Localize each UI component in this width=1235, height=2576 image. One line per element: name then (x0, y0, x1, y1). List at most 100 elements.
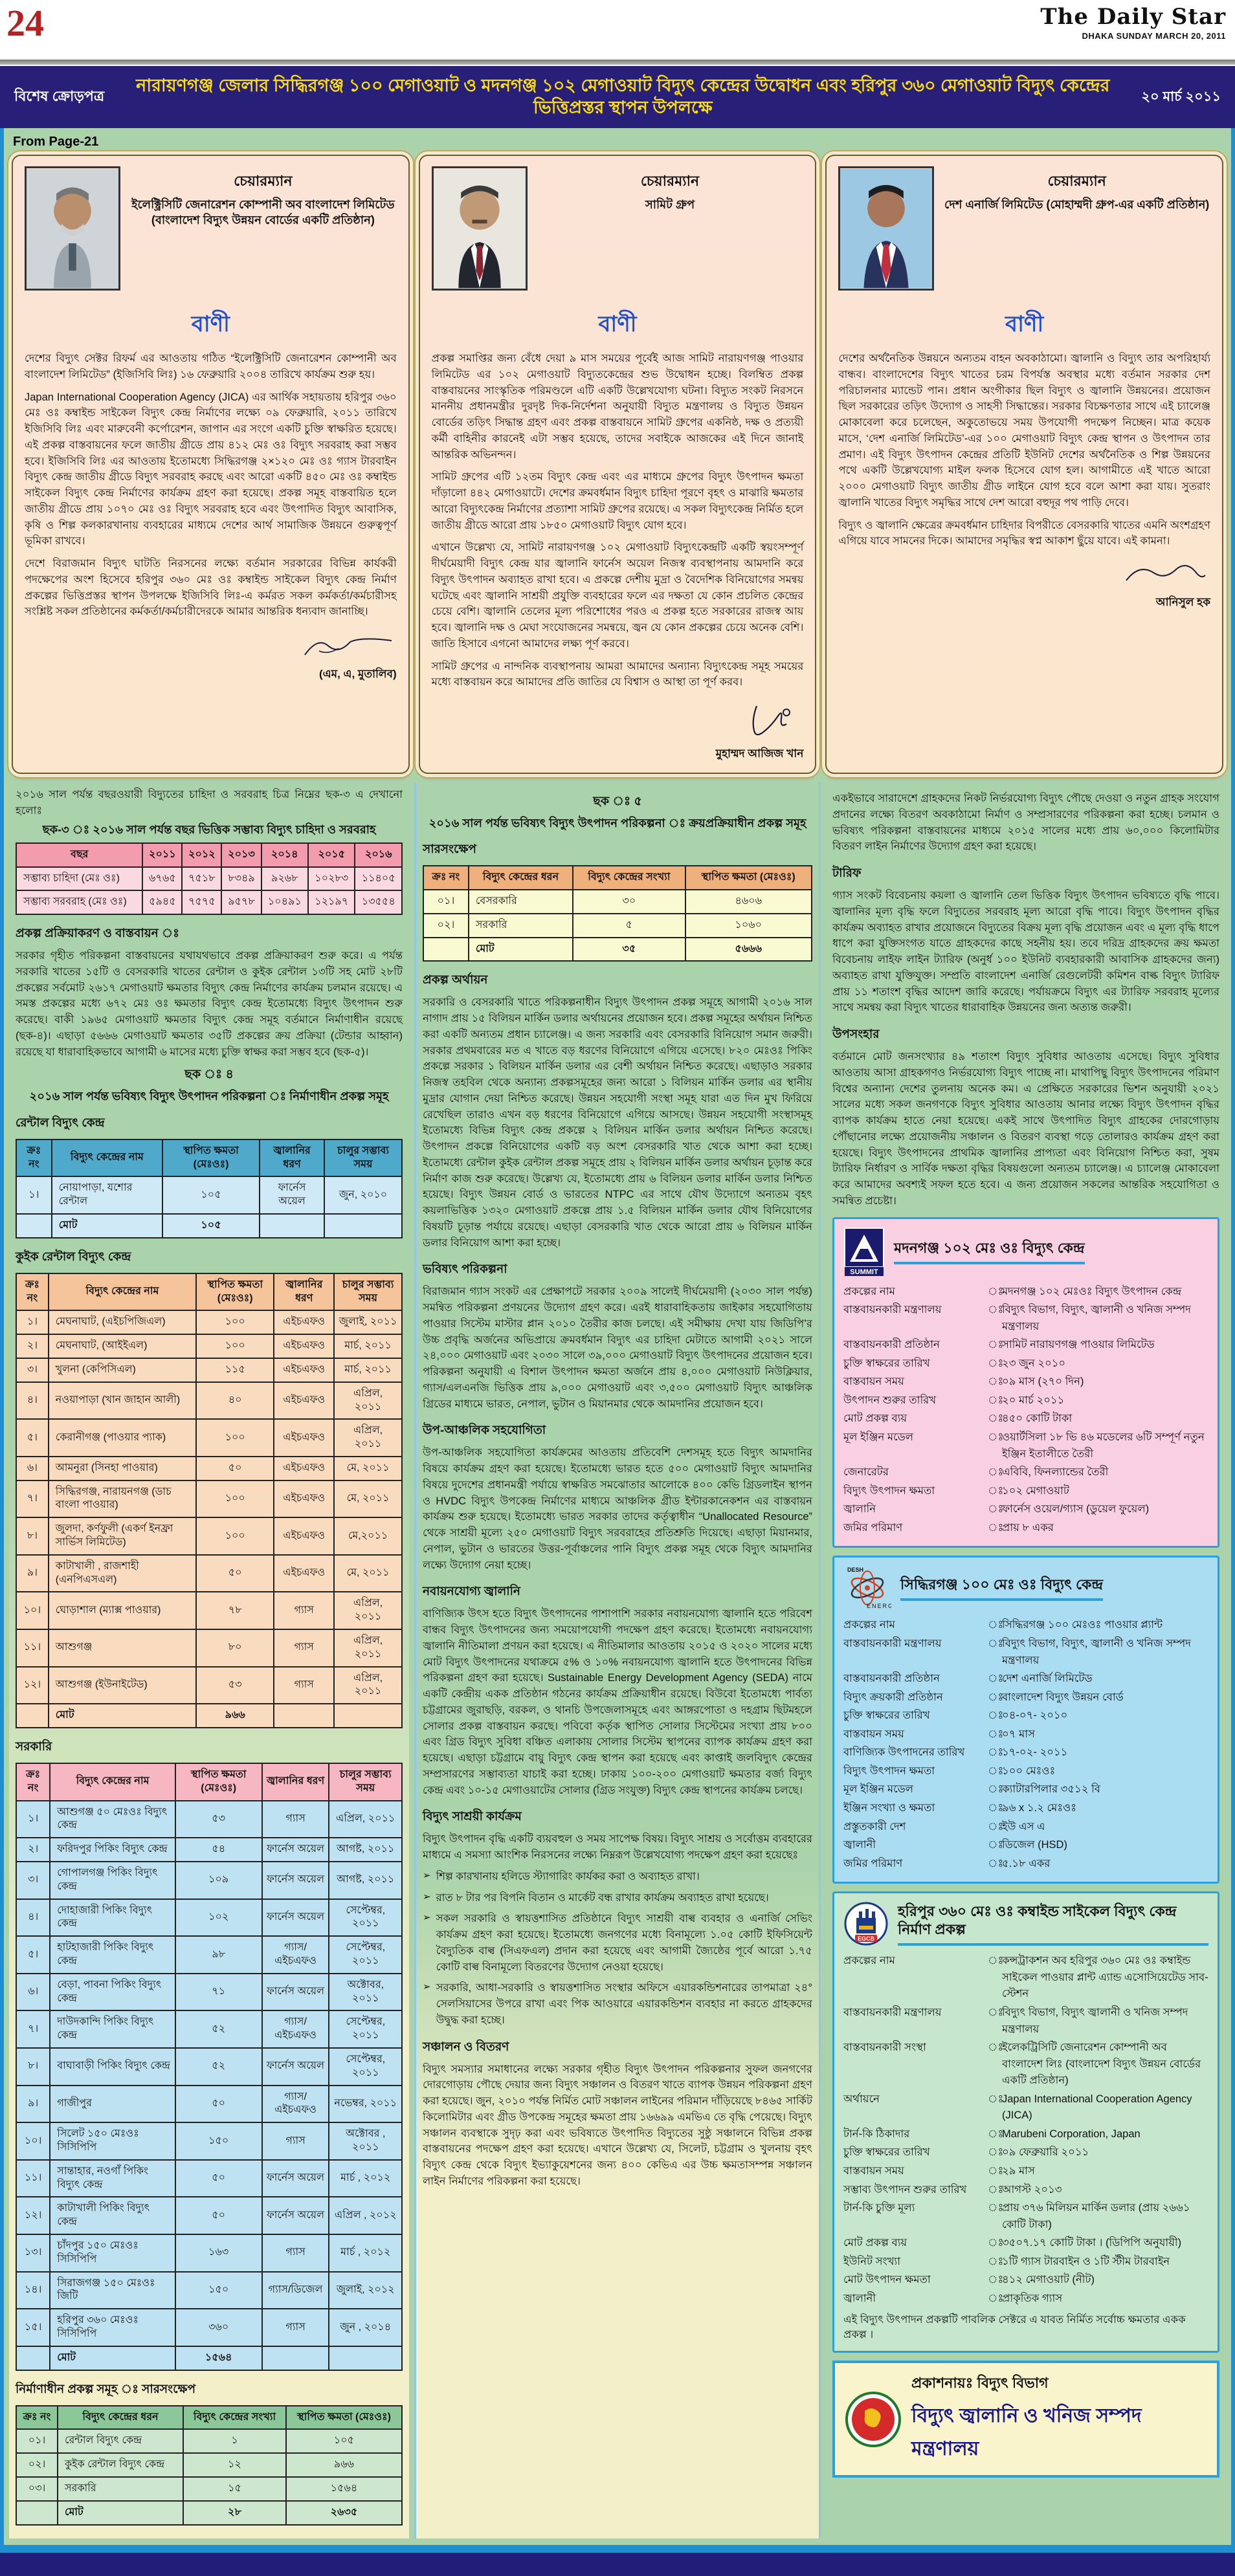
table-cell: ৩। (15, 1861, 51, 1900)
separator: ঃ (988, 1521, 1004, 1534)
publisher-line-1: প্রকাশনায়ঃ বিদ্যুৎ বিভাগ (911, 2375, 1049, 2392)
table-cell: ০২। (423, 912, 469, 938)
column-header: ২০১১ (142, 842, 183, 868)
bullet-item: ➢ সরকারি, আধা-সরকারি ও স্বায়ত্তশাসিত সংস… (423, 1980, 812, 2028)
detail-value: বিদ্যুৎ বিভাগ, বিদ্যুৎ, জ্বালানী ও খনিজ … (1002, 1637, 1191, 1666)
detail-row: জমির পরিমাণঃ ৫.১৮ একর (843, 1856, 1208, 1873)
demand-supply-table: বছর ২০১১ ২০১২ ২০১৩ ২০১৪ ২০১৫ ২০১৬ সম্ভাব্য চাহি… (15, 842, 403, 916)
bullet-marker-icon: ➢ (423, 1869, 431, 1881)
table-row: ৭। দাউদকান্দি পিকিং বিদ্যুৎ কেন্দ্র ৫২ গ্যা… (15, 2010, 403, 2049)
table-cell: মে, ২০১১ (333, 1455, 403, 1481)
siddhirganj-details: প্রকল্পের নামঃ সিদ্ধিরগঞ্জ ১০০ মেঃওঃ পাওয… (843, 1617, 1208, 1872)
section-heading: উপসংহার (832, 1027, 880, 1040)
table-cell: গ্যাস (273, 1629, 335, 1668)
table-cell: ৫৩ (195, 1666, 275, 1705)
paragraph: বিদ্যুৎ সমস্যার সমাধানের লক্ষ্যে সরকার গ… (423, 2063, 812, 2187)
detail-row: ইউনিট সংখ্যাঃ ১টি গ্যাস টারবাইন ও ১টি স্ট… (843, 2254, 1208, 2271)
detail-label: জ্বালানী (843, 1839, 876, 1851)
process-heading: প্রকল্প প্রক্রিয়াকরণ ও বাস্তবায়ন ঃ (16, 926, 180, 940)
detail-row: বাস্তবায়ন সময়ঃ ২৯ মাস (843, 2163, 1208, 2180)
detail-value: ডিজেল (HSD) (1002, 1839, 1067, 1851)
table-cell: মেঘনাঘাট, (আইইএল) (47, 1334, 197, 1359)
table-cell: ৫২ (174, 2010, 263, 2049)
detail-row: প্রকল্পের নামঃ মদনগঞ্জ ১০২ মেঃওঃ বিদ্যুৎ … (843, 1284, 1208, 1301)
table-header-row: বছর ২০১১ ২০১২ ২০১৩ ২০১৪ ২০১৫ ২০১৬ (15, 842, 403, 868)
table-row: ৯। কাটাখালী , রাজশাহী (এনপিএসএল) ৫০ এইচএফও ম… (16, 1554, 403, 1593)
paragraph: উপ-আঞ্চলিক সহযোগিতা কার্যক্রমের আওতায় প… (423, 1447, 812, 1571)
bani-heading: বাণী (191, 312, 230, 336)
table-cell: ৯। (16, 1554, 49, 1593)
table-cell: বাঘাবাড়ী পিকিং বিদ্যুৎ কেন্দ্র (49, 2047, 176, 2086)
table-cell (16, 1213, 52, 1238)
table-row: মোট ৯৬৬ (16, 1703, 403, 1729)
table-cell (324, 1213, 403, 1238)
message-box-desh: চেয়ারম্যান দেশ এনার্জি লিমিটেড (মোহাম্ম… (825, 155, 1224, 774)
table-row: ১৫। হরিপুর ৩৬০ মেঃওঃ সিসিপিপি ৩৬০ গ্যাস জুন … (15, 2308, 403, 2347)
table-cell (261, 2345, 330, 2371)
table-cell: ৫২ (174, 2047, 263, 2086)
table-cell: গ্যাস (261, 1800, 330, 1839)
column-header: চালুর সম্ভাব্য সময় (328, 1763, 403, 1801)
table-cell: গ্যাস/এইচএফও (261, 1935, 330, 1974)
table-cell: ৫৪ (174, 1837, 263, 1863)
rental-table: ক্রঃ নং বিদ্যুৎ কেন্দ্রের নাম স্থাপিত ক্ষম… (16, 1138, 403, 1238)
detail-value: Japan International Cooperation Agency (… (1002, 2093, 1192, 2122)
separator: ঃ (988, 2292, 1004, 2304)
banner-date: ২০ মার্চ ২০১১ (1141, 89, 1221, 104)
table-cell: জুন, ২০১০ (324, 1176, 403, 1215)
table-row: ৪। নওয়াপাড়া (খান জাহান আলী) ৪০ এইচএফও এপ্র… (16, 1381, 403, 1420)
detail-value: ১০০ মেঃওঃ (1002, 1765, 1056, 1777)
table-cell: মার্চ, ২০১১ (333, 1334, 403, 1359)
detail-row: টার্ন-কি ঠিকাদারঃ Marubeni Corporation, J… (843, 2126, 1208, 2143)
separator: ঃ (988, 1691, 1004, 1703)
table-cell: হাটহাজারী পিকিং বিদ্যুৎ কেন্দ্র (49, 1935, 176, 1974)
table-cell: মোট (49, 2345, 176, 2371)
detail-label: বাস্তবায়নকারী সংস্থা (843, 2042, 926, 2054)
column-header: স্থাপিত ক্ষমতা (মেঃওঃ) (174, 1763, 263, 1801)
separator: ঃ (988, 2202, 1004, 2214)
detail-row: টার্ন-কি চুক্তি মূল্যঃ প্রায় ৩৭৬ মিলিয়ন… (843, 2200, 1208, 2233)
table-cell (15, 2345, 51, 2371)
madanganj-details: প্রকল্পের নামঃ মদনগঞ্জ ১০২ মেঃওঃ বিদ্যুৎ … (843, 1284, 1208, 1537)
table-cell: ফার্নেস অয়েল (261, 1898, 330, 1937)
table-cell: ৫৬৬৬ (684, 936, 813, 962)
separator: ঃ (988, 1746, 1004, 1759)
separator: ঃ (988, 1484, 1004, 1497)
table-row: ১। আশুগঞ্জ ৫০ মেঃওঃ বিদ্যুৎ কেন্দ্র ৫৩ গ্যা… (15, 1800, 403, 1839)
table-cell: ১৪। (15, 2271, 51, 2310)
table-cell: ২৮ (182, 2500, 287, 2526)
table-row: ৩। গোপালগঞ্জ পিকিং বিদ্যুৎ কেন্দ্র ১০৯ ফার্… (15, 1861, 403, 1900)
table-cell: ১৫৬৪ (174, 2345, 263, 2371)
detail-row: অর্থায়নেঃ Japan International Cooperatio… (843, 2091, 1208, 2124)
paragraph: দেশের অর্থনৈতিক উন্নয়নে অন্যতম বাহন অবক… (838, 353, 1211, 509)
bullet-text: সকল সরকারি ও স্বায়ত্তশাসিত প্রতিষ্ঠানে … (436, 1913, 812, 1973)
column-header: ২০১৪ (260, 842, 309, 868)
table-cell: গ্যাস/এইচএফও (261, 2010, 330, 2049)
column-header: বিদ্যুৎ কেন্দ্রের নাম (50, 1138, 164, 1178)
right-sections: টারিফ গ্যাস সংকট বিবেচনায় কয়লা ও জ্বালা… (832, 864, 1219, 1209)
bullet-marker-icon: ➢ (423, 1912, 431, 1924)
table-cell: ১০৫ (162, 1213, 260, 1238)
signature-name: মুহাম্মদ আজিজ খান (715, 747, 804, 760)
detail-value: ২৯ মাস (1002, 2165, 1035, 2177)
procurement-summary-table: ক্রঃ নং বিদ্যুৎ কেন্দ্রের ধরন বিদ্যুৎ কেন্… (423, 865, 813, 962)
bullet-text: রাত ৮ টার পর বিপনি বিতান ও মার্কেট বন্ধ … (436, 1891, 769, 1904)
message-head: চেয়ারম্যান দেশ এনার্জি লিমিটেড (মোহাম্ম… (838, 166, 1210, 291)
table-cell: হরিপুর ৩৬০ মেঃওঃ সিসিপিপি (49, 2308, 176, 2347)
separator: ঃ (988, 1431, 1004, 1443)
table-cell: মেঘনাঘাট, (এইচপিজিএল) (47, 1310, 197, 1336)
table-row: ৫। কেরানীগঞ্জ (পাওয়ার প্যাক) ১০০ এইচএফও এপ্… (16, 1418, 403, 1457)
chart3-title: ছক-৩ ঃ ২০১৬ সাল পর্যন্ত বছর ভিত্তিক সম্ভ… (42, 822, 376, 836)
bullet-item: ➢ রাত ৮ টার পর বিপনি বিতান ও মার্কেট বন্ধ… (423, 1890, 812, 1906)
detail-row: প্রকল্পের নামঃ সিদ্ধিরগঞ্জ ১০০ মেঃওঃ পাওয… (843, 1617, 1208, 1634)
table-row: ৮। জুলদা, কর্ণফুলী (একর্ণ ইনফ্রা সার্ভিস … (16, 1517, 403, 1556)
detail-label: চুক্তি স্বাক্ষরের তারিখ (843, 1357, 930, 1369)
haripur-title: হরিপুর ৩৬০ মেঃ ওঃ কম্বাইন্ড সাইকেল বিদ্য… (898, 1902, 1208, 1946)
detail-label: টার্ন-কি ঠিকাদার (843, 2128, 910, 2140)
siddhirganj-title: সিদ্ধিরগঞ্জ ১০০ মেঃ ওঃ বিদ্যুৎ কেন্দ্র (900, 1576, 1104, 1601)
separator: ঃ (988, 1710, 1004, 1722)
message-body: প্রকল্প সমাপ্তির জন্য বেঁধে দেয়া ৯ মাস … (432, 351, 804, 690)
content-frame: From Page-21 (0, 128, 1235, 2549)
table-cell: ১৫৬৪ (285, 2476, 403, 2502)
detail-row: প্রস্তুতকারী দেশঃ ইউ এস এ (843, 1819, 1208, 1836)
